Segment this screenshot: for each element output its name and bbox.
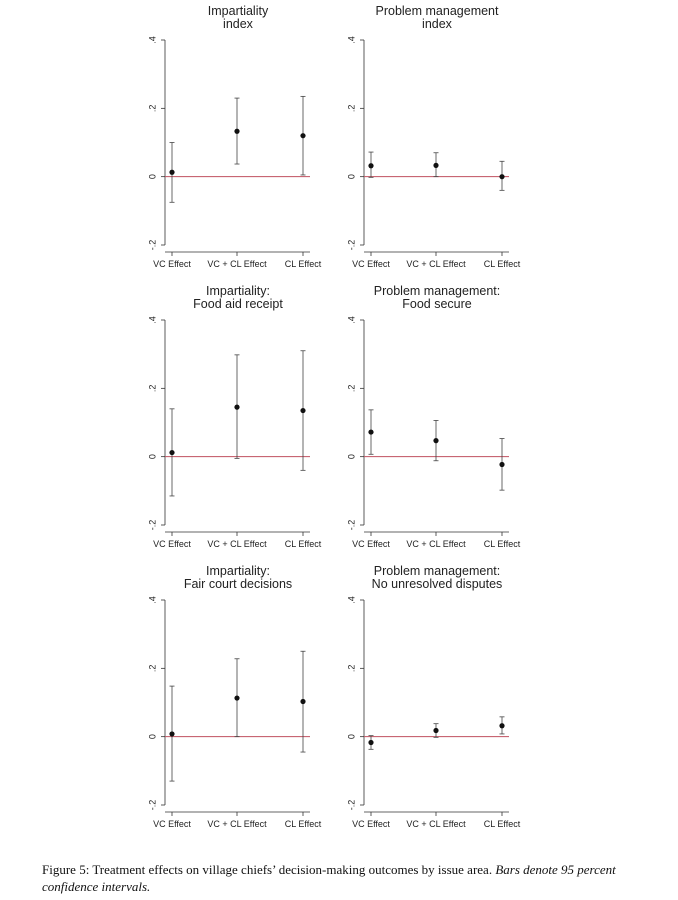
panel-3-point — [300, 407, 306, 414]
panel-4-point — [499, 461, 505, 468]
panel-3-y-tick-label: .4 — [147, 316, 157, 324]
panel-4-category-label: VC Effect — [352, 539, 390, 549]
panel-2-y-tick-label: 0 — [346, 174, 356, 179]
panel-2-category-label: VC + CL Effect — [406, 259, 466, 269]
panel-3-title-line-1: Impartiality: — [206, 284, 270, 298]
panel-2-y-tick-label: -.2 — [346, 240, 356, 251]
panel-4-category-label: CL Effect — [484, 539, 521, 549]
panel-3-point — [169, 449, 175, 456]
panel-4-y-tick-label: .2 — [346, 385, 356, 393]
panel-5-title-line-2: Fair court decisions — [184, 577, 292, 591]
panel-6-title-line-1: Problem management: — [374, 564, 500, 578]
panel-1-point — [300, 133, 306, 139]
panel-3-title-line-2: Food aid receipt — [193, 297, 283, 311]
panel-1-title-line-1: Impartiality — [208, 4, 269, 18]
panel-6-point — [499, 723, 505, 729]
panel-1-y-tick-label: .2 — [147, 105, 157, 113]
panel-5-category-label: VC + CL Effect — [207, 819, 267, 829]
panel-4-category-label: VC + CL Effect — [406, 539, 466, 549]
panel-1-point — [169, 169, 175, 175]
panel-6-title-line-2: No unresolved disputes — [372, 577, 503, 591]
caption-main: Figure 5: Treatment effects on village c… — [42, 862, 493, 877]
panel-2-category-label: CL Effect — [484, 259, 521, 269]
panel-6-category-label: VC + CL Effect — [406, 819, 466, 829]
panel-2-point — [368, 163, 374, 169]
panel-1-category-label: VC Effect — [153, 259, 191, 269]
panel-3-y-tick-label: .2 — [147, 385, 157, 393]
panel-4-title-line-1: Problem management: — [374, 284, 500, 298]
caption-italic: Bars denote 95 percent confidence interv… — [42, 862, 616, 894]
panel-4-point — [368, 429, 374, 435]
panel-6-point — [368, 739, 374, 746]
panel-5-category-label: CL Effect — [285, 819, 322, 829]
panel-1-title-line-2: index — [223, 17, 254, 31]
panel-6-y-tick-label: .4 — [346, 596, 356, 604]
panel-1-point — [234, 128, 240, 134]
panel-1-category-label: VC + CL Effect — [207, 259, 267, 269]
panel-5-point — [234, 695, 240, 701]
panel-2-title-line-1: Problem management — [376, 4, 500, 18]
panel-5-point — [300, 698, 306, 705]
panel-6-point — [433, 727, 439, 734]
panel-2-point — [499, 174, 505, 180]
panel-1-y-tick-label: .4 — [147, 36, 157, 44]
panel-1-y-tick-label: 0 — [147, 174, 157, 179]
panel-4-point — [433, 438, 439, 444]
panel-5-category-label: VC Effect — [153, 819, 191, 829]
panel-6-y-tick-label: -.2 — [346, 800, 356, 811]
panel-6-y-tick-label: 0 — [346, 734, 356, 739]
panel-4-y-tick-label: 0 — [346, 454, 356, 459]
panel-3-category-label: CL Effect — [285, 539, 322, 549]
panel-6-category-label: VC Effect — [352, 819, 390, 829]
panel-5-title-line-1: Impartiality: — [206, 564, 270, 578]
figure-caption: Figure 5: Treatment effects on village c… — [42, 861, 642, 895]
panel-3-category-label: VC + CL Effect — [207, 539, 267, 549]
panel-6-category-label: CL Effect — [484, 819, 521, 829]
panel-2-y-tick-label: .2 — [346, 105, 356, 113]
panel-4-y-tick-label: -.2 — [346, 520, 356, 531]
panel-3-category-label: VC Effect — [153, 539, 191, 549]
panel-3-point — [234, 404, 240, 410]
panel-1-category-label: CL Effect — [285, 259, 322, 269]
panel-5-point — [169, 731, 175, 737]
panel-5-y-tick-label: 0 — [147, 734, 157, 739]
panel-1-y-tick-label: -.2 — [147, 240, 157, 251]
panel-4-title-line-2: Food secure — [402, 297, 472, 311]
panel-6-y-tick-label: .2 — [346, 665, 356, 673]
panel-4-y-tick-label: .4 — [346, 316, 356, 324]
panel-3-y-tick-label: 0 — [147, 454, 157, 459]
panel-2-y-tick-label: .4 — [346, 36, 356, 44]
panel-2-category-label: VC Effect — [352, 259, 390, 269]
panel-2-title-line-2: index — [422, 17, 453, 31]
panel-5-y-tick-label: .4 — [147, 596, 157, 604]
panel-5-y-tick-label: -.2 — [147, 800, 157, 811]
panel-3-y-tick-label: -.2 — [147, 520, 157, 531]
panel-2-point — [433, 162, 439, 168]
panel-5-y-tick-label: .2 — [147, 665, 157, 673]
